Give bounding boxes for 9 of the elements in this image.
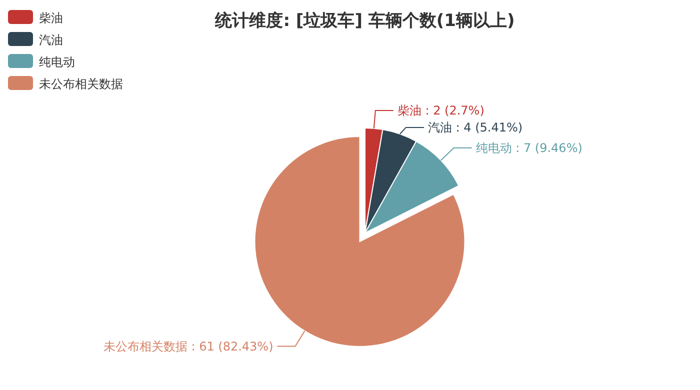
data-label: 纯电动 : 7 (9.46%) xyxy=(476,140,582,155)
data-label: 未公布相关数据 : 61 (82.43%) xyxy=(103,339,274,354)
data-label: 柴油 : 2 (2.7%) xyxy=(397,103,484,118)
legend-label: 纯电动 xyxy=(39,55,75,69)
legend-label: 柴油 xyxy=(39,11,63,25)
legend-label: 汽油 xyxy=(39,33,63,47)
legend-label: 未公布相关数据 xyxy=(39,77,123,91)
chart-title: 统计维度: [垃圾车] 车辆个数(1辆以上) xyxy=(214,11,515,31)
data-label: 汽油 : 4 (5.41%) xyxy=(428,120,523,134)
